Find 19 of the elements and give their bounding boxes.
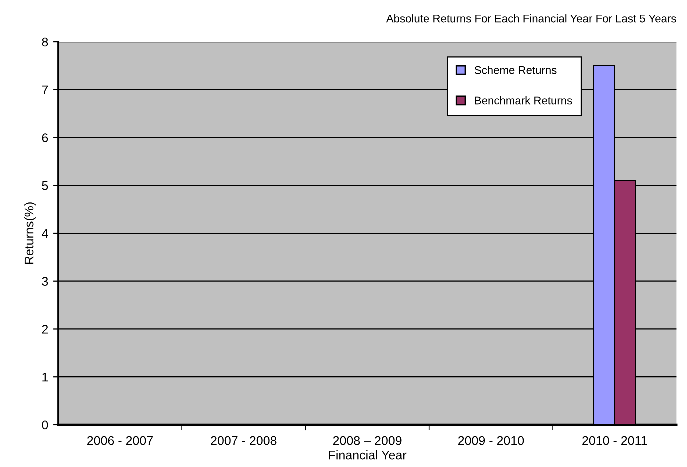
x-axis-title: Financial Year: [329, 450, 407, 460]
legend-label: Scheme Returns: [474, 66, 557, 74]
x-tick-label: 2009 - 2010: [458, 436, 524, 446]
y-tick-label: 1: [42, 373, 48, 382]
legend-label: Benchmark Returns: [475, 96, 572, 105]
x-tick-label: 2006 - 2007: [87, 436, 153, 446]
x-tick-label: 2010 - 2011: [582, 436, 648, 446]
y-axis-title: Returns(%): [24, 202, 36, 264]
x-tick-label: 2007 - 2008: [211, 436, 277, 446]
x-tick-label: 2008 – 2009: [333, 436, 402, 446]
y-tick-label: 0: [42, 420, 48, 430]
chart-title: Absolute Returns For Each Financial Year For Last 5 Years: [386, 14, 676, 23]
y-tick-label: 4: [42, 229, 48, 238]
y-tick-label: 2: [42, 325, 48, 334]
y-tick-label: 3: [42, 277, 48, 286]
y-tick-label: 7: [42, 86, 48, 94]
y-tick-label: 6: [42, 134, 48, 142]
y-tick-label: 8: [42, 38, 48, 47]
y-tick-label: 5: [42, 182, 48, 190]
